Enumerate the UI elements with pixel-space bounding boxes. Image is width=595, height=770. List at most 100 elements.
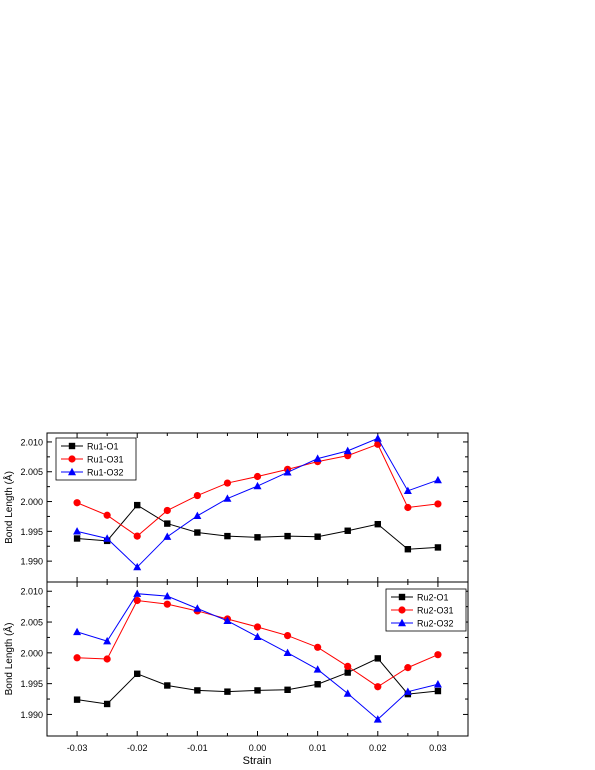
x-tick-label: 0.02 bbox=[369, 743, 387, 753]
x-tick-label: -0.03 bbox=[67, 743, 88, 753]
data-point bbox=[373, 434, 382, 442]
legend-marker bbox=[398, 606, 406, 614]
data-point bbox=[253, 472, 262, 481]
series-Ru2-O31 bbox=[73, 596, 442, 691]
data-point bbox=[314, 643, 322, 651]
data-point bbox=[164, 520, 171, 527]
data-point bbox=[223, 494, 232, 502]
data-point bbox=[314, 681, 321, 688]
data-point bbox=[404, 664, 412, 672]
data-point bbox=[163, 506, 171, 515]
legend-marker bbox=[398, 618, 406, 627]
data-point bbox=[344, 662, 352, 670]
data-point bbox=[343, 689, 352, 697]
data-point bbox=[283, 648, 292, 657]
data-point bbox=[344, 669, 351, 676]
data-point bbox=[193, 511, 202, 520]
y-tick-label: 2.010 bbox=[20, 587, 43, 597]
data-point bbox=[373, 715, 382, 723]
legend-marker bbox=[68, 467, 76, 476]
data-point bbox=[313, 665, 322, 673]
legend-label: Ru2-O32 bbox=[417, 619, 454, 629]
data-point bbox=[344, 527, 351, 534]
data-point bbox=[403, 687, 412, 695]
x-tick-label: -0.02 bbox=[127, 743, 148, 753]
data-point bbox=[433, 475, 442, 484]
legend-label: Ru1-O1 bbox=[87, 442, 119, 452]
legend: Ru2-O1 Ru2-O31 Ru2-O32 bbox=[385, 588, 467, 632]
data-point bbox=[73, 527, 82, 535]
legend-label: Ru1-O31 bbox=[87, 455, 124, 465]
data-point bbox=[73, 535, 81, 542]
series-line bbox=[77, 599, 439, 688]
series-Ru2-O32 bbox=[73, 589, 442, 723]
data-point bbox=[313, 454, 322, 462]
y-tick-label: 2.010 bbox=[20, 437, 43, 447]
data-point bbox=[163, 600, 171, 608]
data-point bbox=[403, 486, 412, 495]
y-tick-label: 1.990 bbox=[20, 557, 43, 567]
series-line bbox=[77, 504, 438, 550]
data-point bbox=[133, 596, 141, 605]
y-tick-label: 2.005 bbox=[20, 618, 43, 628]
legend-marker bbox=[68, 442, 76, 450]
data-point bbox=[253, 623, 262, 631]
data-point bbox=[73, 627, 82, 636]
bottom-panel: 1.990 1.995 2.000 2.005 2.010 -0.03 -0.02 -0.01… bbox=[2, 581, 469, 753]
y-axis-label: Bond Length (Å) bbox=[2, 471, 15, 544]
data-point bbox=[193, 604, 202, 612]
data-point bbox=[103, 700, 111, 708]
data-point bbox=[374, 520, 381, 528]
y-tick-label: 1.990 bbox=[20, 710, 43, 720]
top-panel: 1.990 1.995 2.000 2.005 2.010 Bond Length (Å)… bbox=[2, 432, 469, 583]
legend-marker bbox=[398, 593, 406, 601]
x-axis-label: Strain bbox=[243, 755, 272, 767]
data-point bbox=[223, 616, 232, 625]
legend-label: Ru1-O32 bbox=[87, 468, 124, 478]
data-point bbox=[374, 683, 382, 691]
data-point bbox=[224, 532, 231, 540]
data-point bbox=[404, 503, 412, 512]
y-tick-label: 2.005 bbox=[20, 467, 43, 477]
data-point bbox=[434, 544, 442, 551]
data-point bbox=[133, 562, 142, 571]
data-point bbox=[134, 670, 141, 677]
data-point bbox=[283, 468, 292, 476]
x-tick-label: 0.03 bbox=[429, 743, 447, 753]
series-line bbox=[77, 657, 438, 705]
data-point bbox=[163, 591, 172, 600]
data-point bbox=[374, 440, 382, 448]
data-point bbox=[103, 636, 112, 645]
data-point bbox=[103, 534, 112, 542]
data-point bbox=[194, 687, 201, 694]
y-tick-label: 1.995 bbox=[20, 679, 43, 689]
y-tick-label: 2.000 bbox=[20, 497, 43, 507]
data-point bbox=[193, 491, 201, 500]
data-point bbox=[103, 511, 111, 519]
x-tick-label: 0.01 bbox=[309, 743, 327, 753]
data-point bbox=[284, 686, 291, 693]
legend-label: Ru2-O31 bbox=[417, 606, 454, 616]
legend: Ru1-O1 Ru1-O31 Ru1-O32 bbox=[55, 437, 137, 481]
data-point bbox=[433, 680, 442, 688]
data-point bbox=[253, 632, 262, 641]
x-tick-label: 0.00 bbox=[249, 743, 267, 753]
data-point bbox=[163, 532, 172, 540]
data-point bbox=[434, 500, 442, 508]
x-tick-label: -0.01 bbox=[187, 743, 208, 753]
data-point bbox=[374, 655, 381, 662]
series-Ru1-O1 bbox=[73, 501, 442, 553]
data-point bbox=[133, 532, 141, 540]
data-point bbox=[223, 479, 232, 487]
data-point bbox=[224, 688, 231, 695]
data-point bbox=[404, 546, 412, 553]
series-Ru1-O32 bbox=[73, 434, 442, 571]
y-axis-label: Bond Length (Å) bbox=[2, 623, 15, 696]
data-point bbox=[254, 534, 261, 541]
data-point bbox=[164, 682, 171, 689]
data-point bbox=[283, 631, 292, 640]
data-point bbox=[73, 499, 81, 507]
legend-label: Ru2-O1 bbox=[417, 593, 449, 603]
data-point bbox=[314, 533, 321, 540]
